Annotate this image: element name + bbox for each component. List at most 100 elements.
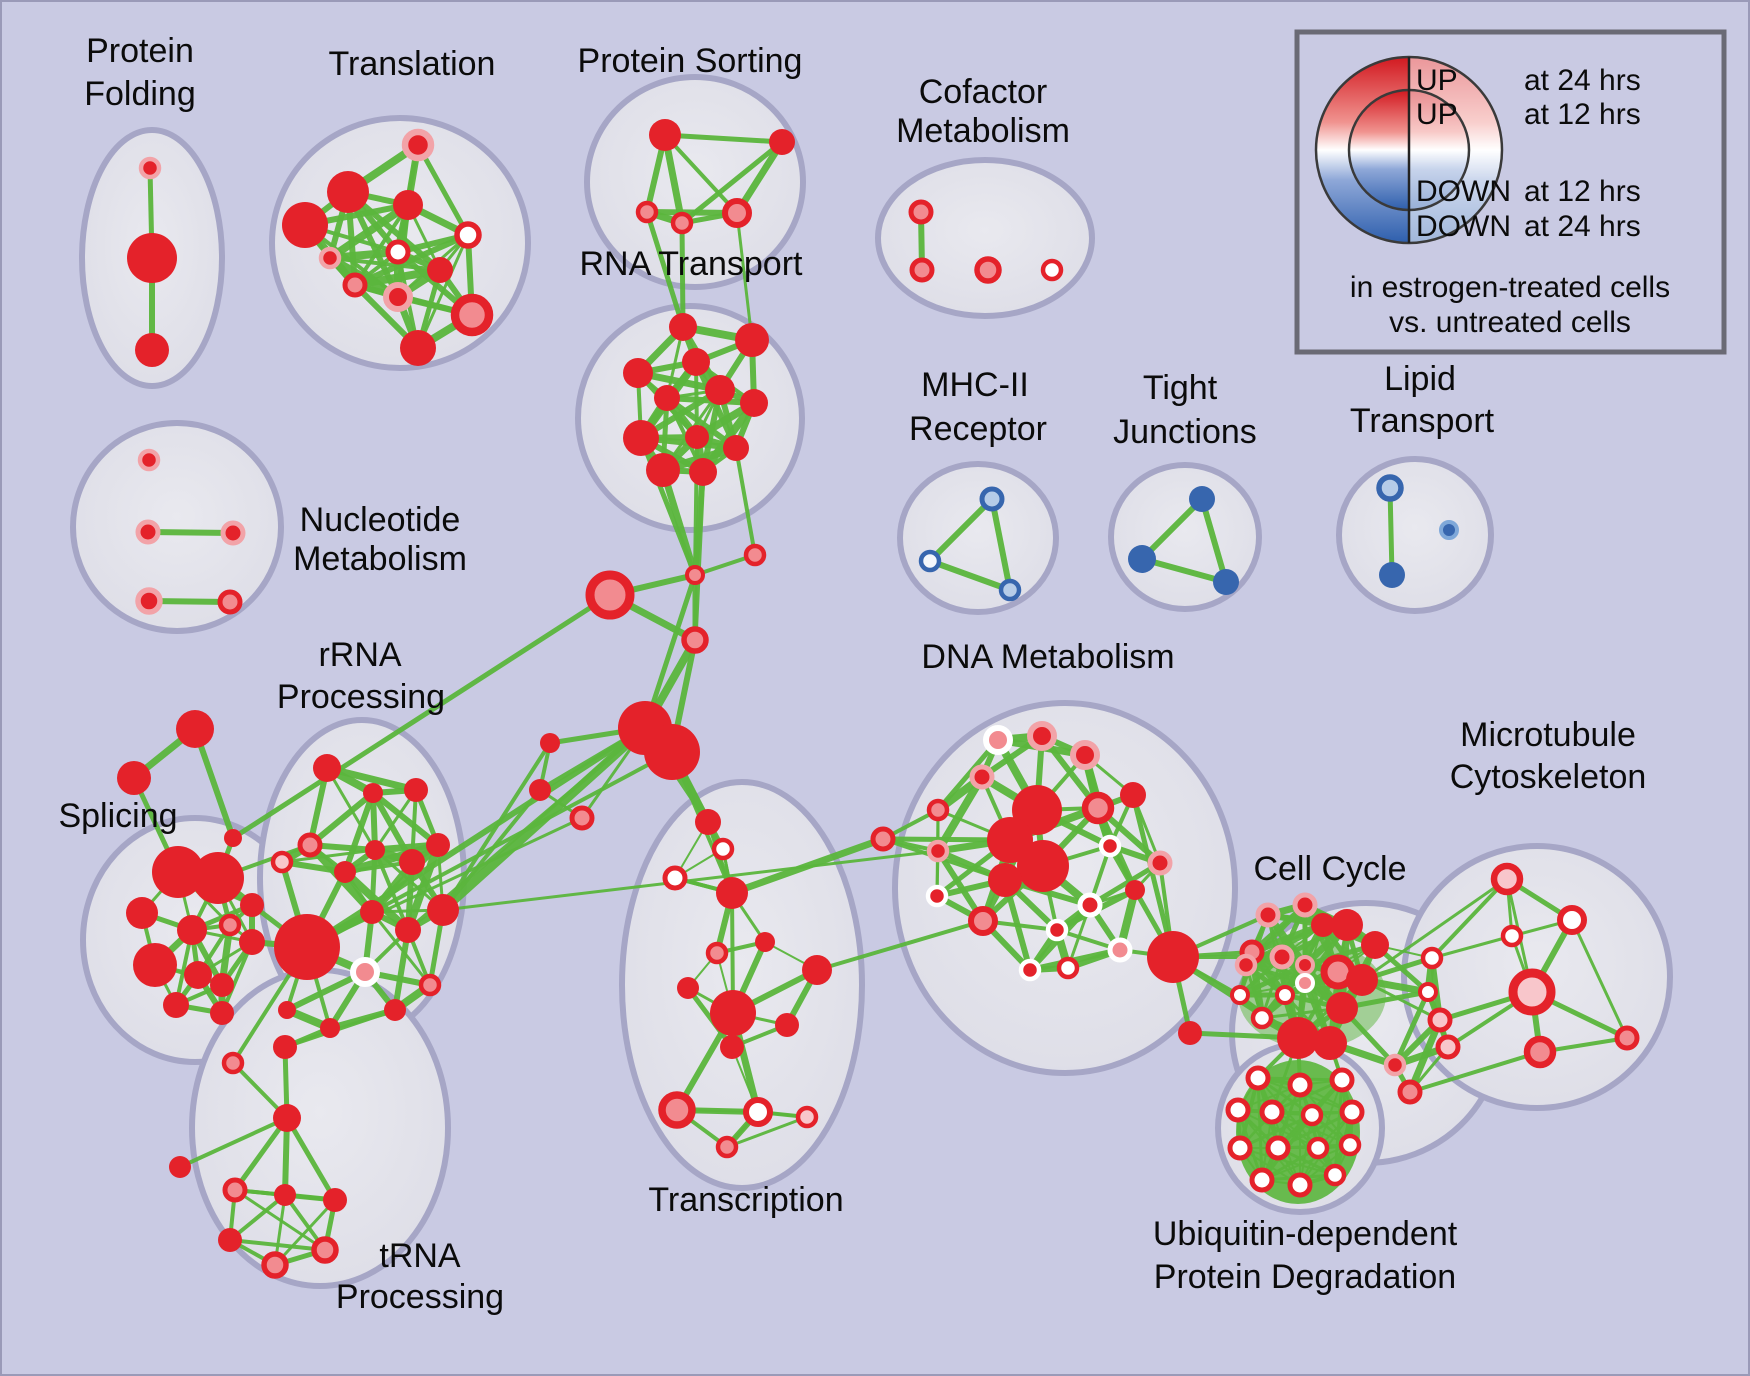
edge	[1261, 1144, 1351, 1181]
up-both-node	[1313, 1026, 1347, 1060]
up-both-node	[177, 915, 207, 945]
up-both-node	[427, 257, 453, 283]
up-both-node	[363, 783, 383, 803]
up24-weak12-node	[1269, 944, 1295, 970]
faint12-up24-node	[1490, 862, 1524, 896]
up24-only-node	[1500, 924, 1524, 948]
cluster-ellipse-nucleotide-metabolism	[70, 420, 284, 634]
legend-direction-label: UP	[1416, 64, 1458, 97]
up-both-node	[677, 977, 699, 999]
up-both-node	[273, 1104, 301, 1132]
up-both-node	[135, 333, 169, 367]
up-both-node	[1125, 880, 1145, 900]
edge	[283, 1008, 397, 1049]
up-both-node	[393, 190, 423, 220]
edge	[232, 1115, 290, 1193]
up24-only-node	[1323, 1163, 1347, 1187]
up24-weak12-node	[1255, 902, 1281, 928]
edge	[326, 201, 412, 262]
up-both-node	[623, 358, 653, 388]
edge	[305, 816, 584, 949]
legend-direction-label: DOWN	[1416, 210, 1511, 243]
cluster-label-cofactor-metabolism: Cofactor	[919, 73, 1048, 111]
legend-direction-label: UP	[1416, 98, 1458, 131]
up-both-node	[1120, 782, 1146, 808]
edge	[178, 1116, 289, 1169]
up12-strong-ring-node	[569, 805, 595, 831]
up24-weak12-node	[926, 839, 950, 863]
up-both-node	[133, 943, 177, 987]
up-both-node	[127, 233, 177, 283]
cluster-ellipse-lipid-transport	[1336, 456, 1494, 614]
up24-only-node	[1339, 1099, 1365, 1125]
up24-only-node	[711, 837, 735, 861]
edge	[679, 220, 686, 330]
cluster-label-translation: Translation	[329, 45, 496, 83]
edge	[415, 142, 471, 238]
edge	[373, 788, 418, 852]
edge	[1237, 962, 1308, 998]
up-both-node	[540, 733, 560, 753]
up-both-node	[240, 893, 264, 917]
up-both-node	[224, 829, 242, 847]
up24-only-node	[385, 239, 411, 265]
up12-strong-ring-node	[450, 293, 494, 337]
up-both-node	[682, 348, 710, 376]
up24-only-node	[1250, 1006, 1274, 1030]
cluster-label-nucleotide-metabolism: Nucleotide	[300, 501, 461, 539]
up-both-node	[274, 914, 340, 980]
up12-strong-ring-node	[909, 257, 935, 283]
up12-strong-ring-node	[743, 543, 767, 567]
up-both-node	[282, 202, 328, 248]
up-both-node	[273, 1035, 297, 1059]
edge	[370, 910, 432, 987]
up-both-node	[716, 877, 748, 909]
up12-strong-ring-node	[217, 589, 243, 615]
edge	[1199, 496, 1229, 585]
edge	[692, 469, 706, 643]
pink-white-ring-node	[1295, 973, 1315, 993]
up-both-node	[669, 313, 697, 341]
up24-only-node	[662, 865, 688, 891]
up-both-node	[654, 385, 680, 411]
up24-white-ring-node	[1098, 834, 1122, 858]
up-both-node	[646, 453, 680, 487]
up24-weak12-node	[1027, 721, 1057, 751]
up12-strong-ring-node	[870, 826, 896, 852]
legend-caption: vs. untreated cells	[1389, 306, 1631, 339]
up12-strong-ring-node	[722, 198, 752, 228]
up12-strong-ring-node	[218, 913, 242, 937]
up12-strong-ring-node	[311, 1236, 339, 1264]
edge	[228, 1238, 327, 1252]
up-both-node	[529, 779, 551, 801]
up-both-node	[1361, 931, 1389, 959]
down12-weak24-node	[1439, 520, 1459, 540]
cluster-label-rrna-processing: Processing	[277, 678, 445, 716]
cluster-label-ubiquitin-degradation: Ubiquitin-dependent	[1153, 1215, 1458, 1253]
up-both-node	[644, 724, 700, 780]
cluster-label-tight-junctions: Junctions	[1113, 413, 1257, 451]
up24-white-ring-node	[1045, 918, 1069, 942]
edge	[685, 985, 735, 1050]
edge	[1270, 1078, 1344, 1114]
up24-only-node	[1265, 1135, 1291, 1161]
up-both-node	[210, 1001, 234, 1025]
up-both-node	[723, 435, 749, 461]
edge	[989, 496, 1013, 593]
cluster-label-microtubule-cytoskeleton: Cytoskeleton	[1450, 758, 1647, 796]
up-both-node	[1331, 909, 1363, 941]
edge	[644, 209, 686, 330]
cluster-labels-layer: Protein Folding Translation Protein Sorting…	[58, 32, 1646, 1316]
cluster-ellipse-mhc-ii-receptor	[897, 461, 1059, 615]
up12-strong-ring-node	[908, 199, 934, 225]
up-both-node	[218, 1228, 242, 1252]
cluster-label-nucleotide-metabolism: Metabolism	[293, 540, 467, 578]
up24-only-node	[1418, 982, 1438, 1002]
up-both-node	[184, 961, 212, 989]
up-both-node	[685, 425, 709, 449]
up-both-node	[327, 171, 369, 213]
up-both-node	[152, 846, 204, 898]
up24-only-node	[1056, 956, 1080, 980]
faint12-up24-node	[1508, 968, 1556, 1016]
